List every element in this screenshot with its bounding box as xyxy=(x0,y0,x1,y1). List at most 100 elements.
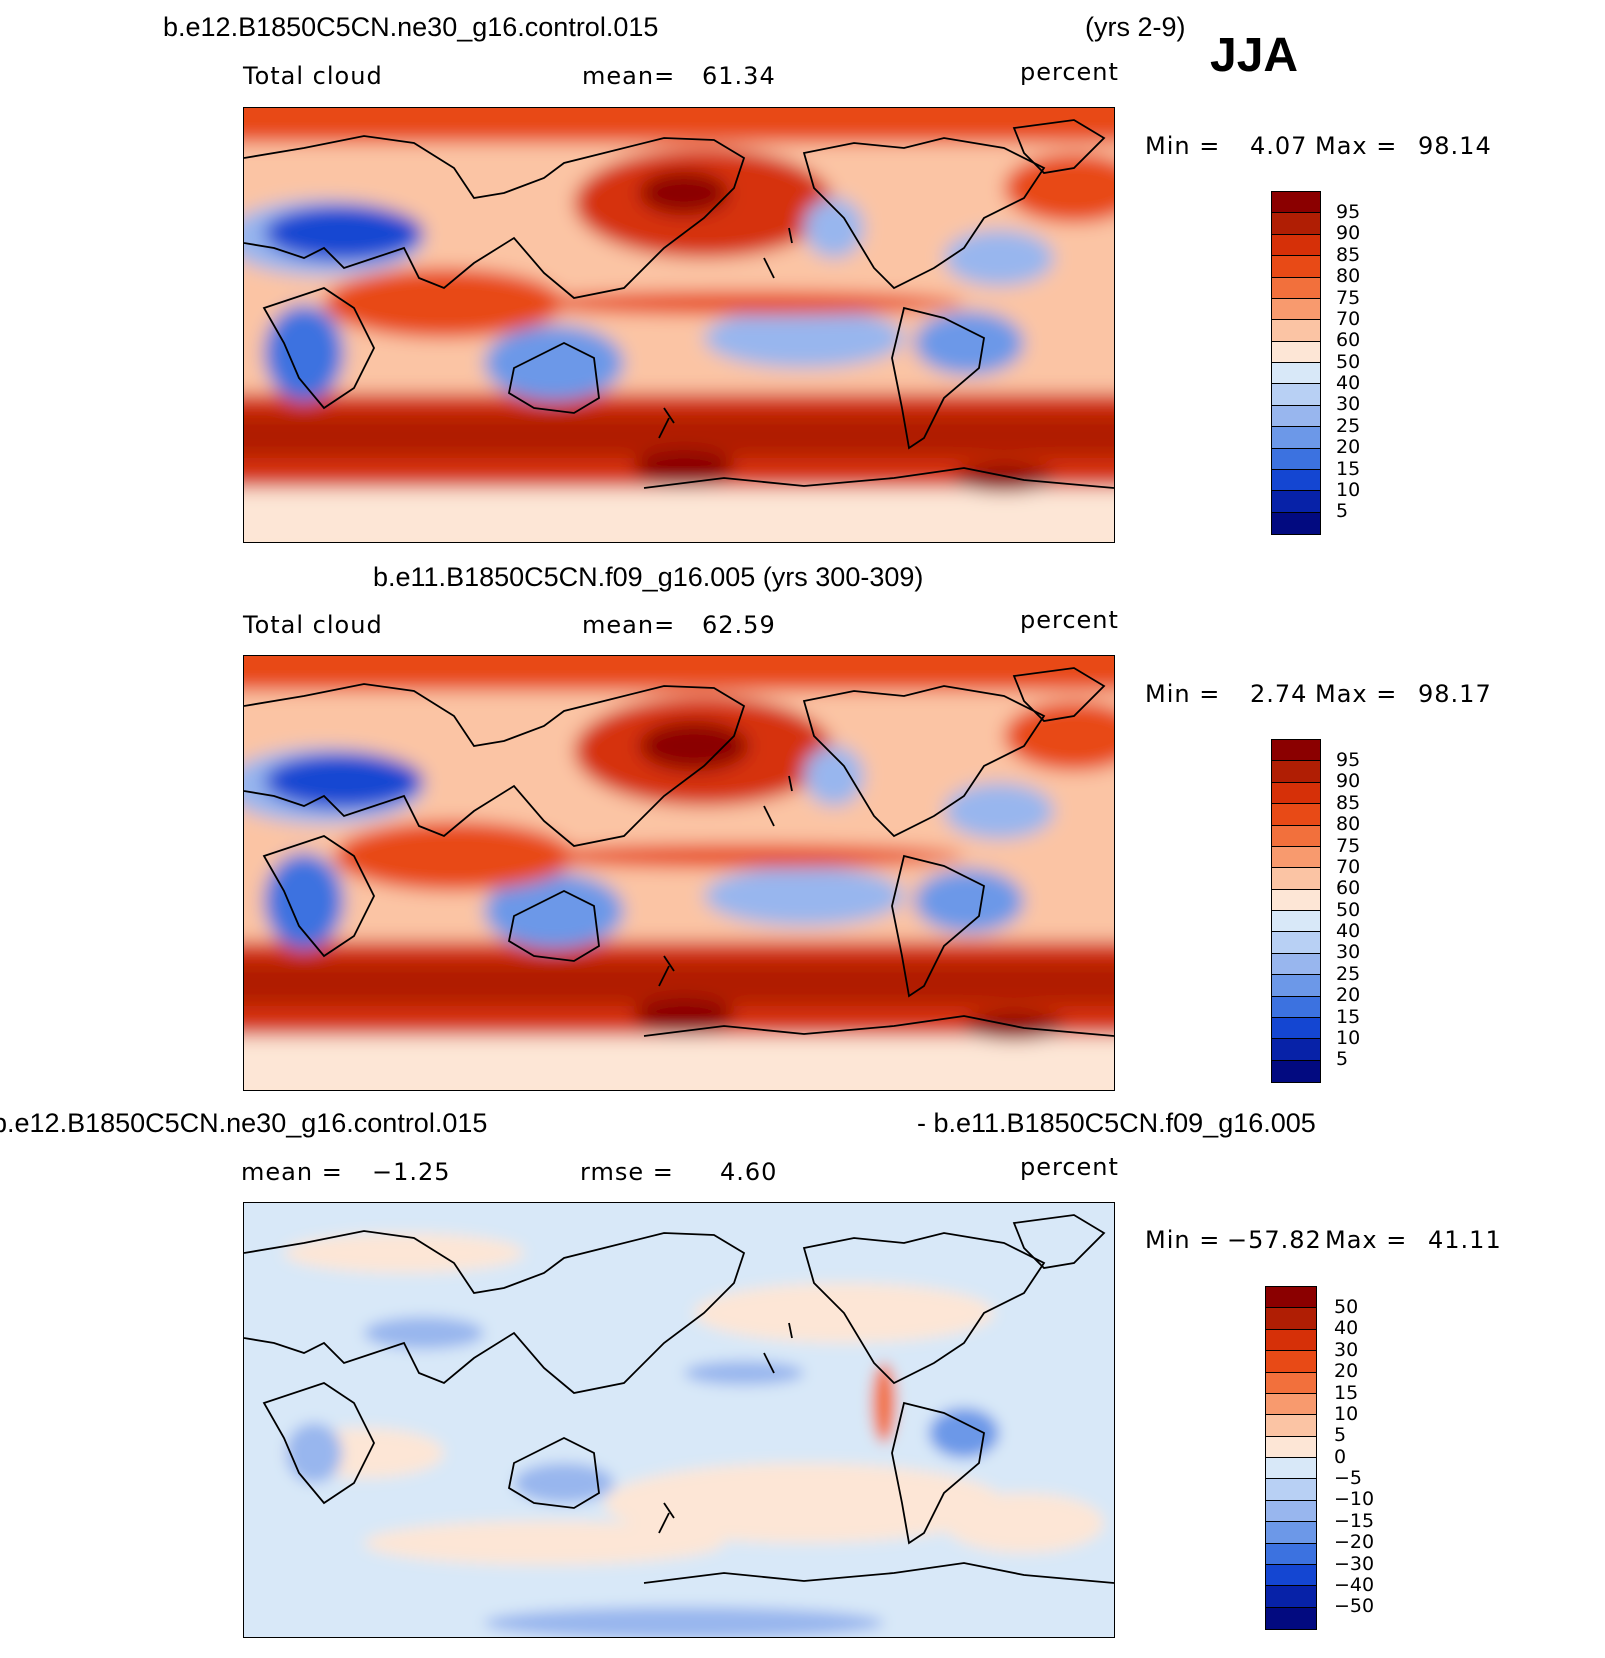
colorbar-swatch xyxy=(1266,1329,1316,1352)
panel2-max-label: Max = xyxy=(1315,680,1398,708)
colorbar-label: −40 xyxy=(1334,1573,1375,1596)
colorbar-label: 15 xyxy=(1336,1005,1361,1028)
colorbar-swatch xyxy=(1272,427,1320,449)
panel1-variable: Total cloud xyxy=(243,62,383,90)
colorbar-swatch xyxy=(1272,975,1320,997)
colorbar-swatch xyxy=(1272,277,1320,299)
panel2-mean-label: mean= xyxy=(582,611,676,639)
colorbar-swatch xyxy=(1266,1607,1316,1629)
colorbar-swatch xyxy=(1266,1372,1316,1394)
colorbar-label: 30 xyxy=(1336,941,1361,964)
colorbar-swatch xyxy=(1266,1543,1316,1565)
panel1-max-value: 98.14 xyxy=(1418,132,1492,160)
colorbar-label: 85 xyxy=(1336,243,1361,266)
colorbar-swatch xyxy=(1272,491,1320,513)
colorbar-label: 25 xyxy=(1336,414,1361,437)
panel2-mean-value: 62.59 xyxy=(702,611,776,639)
case-title: b.e12.B1850C5CN.ne30_g16.control.015 xyxy=(163,12,659,42)
panel3-min-value: −57.82 xyxy=(1227,1226,1322,1254)
colorbar-label: 90 xyxy=(1336,222,1361,245)
colorbar-swatch xyxy=(1266,1522,1316,1544)
colorbar-swatch xyxy=(1266,1287,1316,1309)
panel3-rmse-value: 4.60 xyxy=(720,1158,778,1186)
colorbar-swatch xyxy=(1272,804,1320,826)
panel3-colorbar xyxy=(1265,1286,1317,1630)
colorbar-swatch xyxy=(1272,1060,1320,1082)
colorbar-swatch xyxy=(1272,782,1320,805)
colorbar-label: 25 xyxy=(1336,962,1361,985)
panel1-min-label: Min = xyxy=(1145,132,1221,160)
colorbar-swatch xyxy=(1272,192,1320,214)
colorbar-swatch xyxy=(1266,1586,1316,1608)
colorbar-swatch xyxy=(1266,1415,1316,1437)
colorbar-label: 50 xyxy=(1336,898,1361,921)
panel2-min-value: 2.74 xyxy=(1250,680,1308,708)
colorbar-swatch xyxy=(1272,1017,1320,1040)
colorbar-label: 5 xyxy=(1336,1048,1349,1071)
colorbar-label: 70 xyxy=(1336,855,1361,878)
season-label: JJA xyxy=(1210,29,1299,82)
colorbar-swatch xyxy=(1272,996,1320,1018)
colorbar-label: 60 xyxy=(1336,329,1361,352)
colorbar-swatch xyxy=(1272,405,1320,428)
colorbar-label: 50 xyxy=(1336,350,1361,373)
panel2-variable: Total cloud xyxy=(243,611,383,639)
colorbar-label: 30 xyxy=(1334,1338,1359,1361)
colorbar-label: 95 xyxy=(1336,749,1361,771)
colorbar-swatch xyxy=(1272,363,1320,385)
panel1-colorbar xyxy=(1271,191,1321,535)
colorbar-swatch xyxy=(1272,448,1320,470)
colorbar-label: 10 xyxy=(1336,478,1361,501)
colorbar-swatch xyxy=(1272,341,1320,363)
panel2-units: percent xyxy=(1020,606,1119,634)
colorbar-swatch xyxy=(1272,932,1320,954)
colorbar-label: 85 xyxy=(1336,791,1361,814)
panel1-mean-value: 61.34 xyxy=(702,62,776,90)
panel3-rmse-label: rmse = xyxy=(580,1158,674,1186)
colorbar-swatch xyxy=(1272,846,1320,869)
panel2-max-value: 98.17 xyxy=(1418,680,1492,708)
colorbar-swatch xyxy=(1272,911,1320,933)
colorbar-swatch xyxy=(1272,953,1320,976)
colorbar-swatch xyxy=(1266,1436,1316,1458)
panel3-mean-label: mean = xyxy=(241,1158,343,1186)
panel1-mean-label: mean= xyxy=(582,62,676,90)
colorbar-swatch xyxy=(1272,320,1320,342)
panel1-min-value: 4.07 xyxy=(1250,132,1308,160)
panel3-max-value: 41.11 xyxy=(1428,1226,1502,1254)
colorbar-swatch xyxy=(1272,512,1320,534)
colorbar-swatch xyxy=(1266,1479,1316,1501)
colorbar-label: 15 xyxy=(1336,457,1361,480)
colorbar-label: 20 xyxy=(1336,984,1361,1007)
colorbar-label: 40 xyxy=(1336,372,1361,394)
colorbar-swatch xyxy=(1272,740,1320,762)
colorbar-label: 80 xyxy=(1336,813,1361,836)
colorbar-swatch xyxy=(1266,1351,1316,1373)
panel2-map xyxy=(243,655,1115,1091)
colorbar-swatch xyxy=(1266,1308,1316,1330)
colorbar-swatch xyxy=(1266,1500,1316,1523)
colorbar-label: 20 xyxy=(1334,1360,1359,1383)
colorbar-swatch xyxy=(1272,384,1320,406)
colorbar-swatch xyxy=(1272,889,1320,911)
colorbar-label: 95 xyxy=(1336,201,1361,223)
colorbar-label: 10 xyxy=(1336,1026,1361,1049)
colorbar-swatch xyxy=(1272,825,1320,847)
panel3-title-left: b.e12.B1850C5CN.ne30_g16.control.015 xyxy=(0,1108,488,1138)
colorbar-swatch xyxy=(1272,761,1320,783)
colorbar-label: 50 xyxy=(1334,1296,1359,1318)
colorbar-label: 60 xyxy=(1336,877,1361,900)
colorbar-label: 15 xyxy=(1334,1381,1359,1404)
panel2-colorbar-labels: 95 90 85 80 75 70 60 50 40 30 25 20 15 10 5 xyxy=(1336,749,1361,1071)
panel1-colorbar-labels: 95 90 85 80 75 70 60 50 40 30 25 20 15 10 5 xyxy=(1336,201,1361,523)
colorbar-label: −15 xyxy=(1334,1509,1375,1532)
panel3-colorbar-labels: 50 40 30 20 15 10 5 0 −5 −10 −15 −20 −30 −40 −50 xyxy=(1334,1296,1375,1618)
colorbar-swatch xyxy=(1272,234,1320,257)
panel3-title-right: - b.e11.B1850C5CN.f09_g16.005 xyxy=(917,1108,1316,1138)
panel2-colorbar xyxy=(1271,739,1321,1083)
colorbar-swatch xyxy=(1272,298,1320,321)
colorbar-swatch xyxy=(1266,1564,1316,1587)
colorbar-label: 0 xyxy=(1334,1445,1347,1468)
colorbar-label: 5 xyxy=(1334,1424,1347,1447)
colorbar-label: 75 xyxy=(1336,834,1361,857)
